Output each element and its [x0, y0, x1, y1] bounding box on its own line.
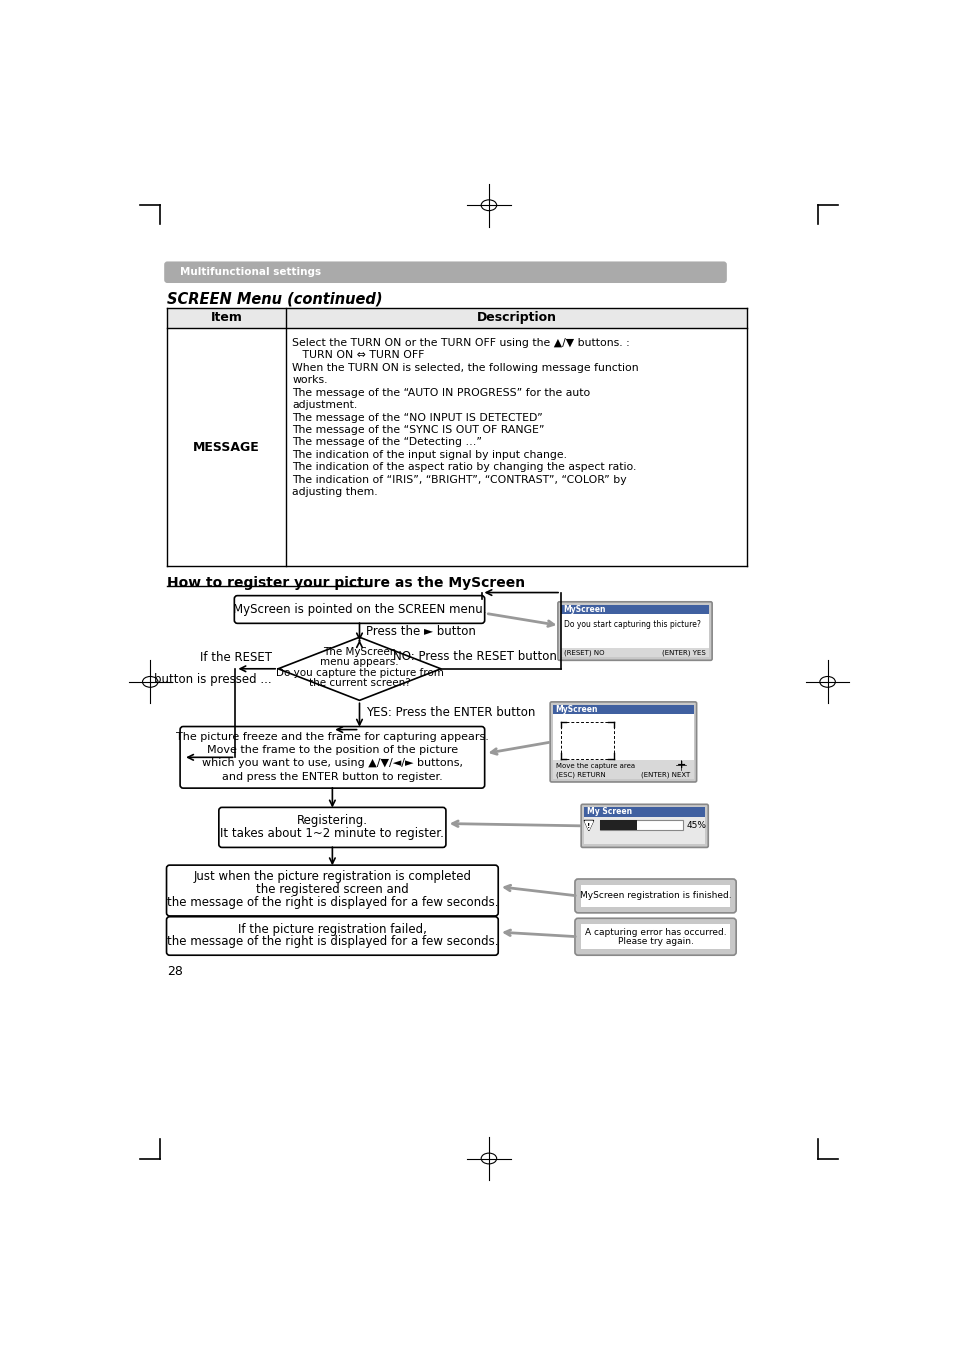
Bar [599, 820, 637, 831]
Text: MyScreen: MyScreen [555, 705, 598, 715]
Text: MyScreen registration is finished.: MyScreen registration is finished. [579, 892, 731, 900]
FancyBboxPatch shape [180, 727, 484, 788]
FancyBboxPatch shape [164, 262, 726, 282]
Bar [553, 705, 693, 715]
Text: How to register your picture as the MyScreen: How to register your picture as the MySc… [167, 577, 525, 590]
FancyBboxPatch shape [234, 596, 484, 623]
Text: (ENTER) NEXT: (ENTER) NEXT [640, 771, 690, 778]
Bar [583, 808, 704, 816]
Bar [553, 770, 693, 780]
Text: Press the ► button: Press the ► button [365, 624, 476, 638]
FancyBboxPatch shape [575, 919, 736, 955]
Text: MyScreen is pointed on the SCREEN menu.: MyScreen is pointed on the SCREEN menu. [233, 603, 486, 616]
Text: adjusting them.: adjusting them. [292, 488, 377, 497]
Bar [553, 761, 693, 770]
Text: YES: Press the ENTER button: YES: Press the ENTER button [365, 707, 535, 719]
Text: My Screen: My Screen [586, 808, 631, 816]
Text: Please try again.: Please try again. [617, 936, 693, 946]
Text: the registered screen and: the registered screen and [255, 884, 408, 896]
Text: Item: Item [211, 311, 242, 324]
Text: button is pressed ...: button is pressed ... [154, 673, 272, 686]
Text: adjustment.: adjustment. [292, 400, 357, 411]
FancyBboxPatch shape [167, 917, 497, 955]
Text: Do you start capturing this picture?: Do you start capturing this picture? [563, 620, 700, 630]
Text: NO: Press the RESET button: NO: Press the RESET button [393, 650, 557, 663]
Polygon shape [278, 638, 440, 700]
Text: 28: 28 [167, 965, 183, 978]
Bar [560, 648, 708, 657]
Text: Just when the picture registration is completed: Just when the picture registration is co… [193, 870, 471, 884]
Bar [580, 885, 729, 907]
Text: When the TURN ON is selected, the following message function: When the TURN ON is selected, the follow… [292, 362, 638, 373]
Text: the current screen?: the current screen? [309, 678, 410, 689]
Text: Select the TURN ON or the TURN OFF using the ▲/▼ buttons. :: Select the TURN ON or the TURN OFF using… [292, 338, 629, 347]
Text: (RESET) NO: (RESET) NO [563, 650, 604, 655]
Text: If the picture registration failed,: If the picture registration failed, [237, 923, 426, 935]
Text: TURN ON ⇔ TURN OFF: TURN ON ⇔ TURN OFF [292, 350, 424, 361]
Text: The MyScreen: The MyScreen [322, 647, 395, 657]
Text: Move the capture area: Move the capture area [556, 763, 635, 770]
Text: menu appears.: menu appears. [320, 657, 398, 667]
Polygon shape [584, 821, 592, 830]
Text: (ESC) RETURN: (ESC) RETURN [556, 771, 605, 778]
Bar [167, 308, 746, 328]
Text: (ENTER) YES: (ENTER) YES [661, 650, 705, 655]
Text: The indication of “IRIS”, “BRIGHT”, “CONTRAST”, “COLOR” by: The indication of “IRIS”, “BRIGHT”, “CON… [292, 476, 626, 485]
Text: 45%: 45% [686, 820, 706, 830]
Bar [583, 808, 704, 844]
Text: The message of the “Detecting …”: The message of the “Detecting …” [292, 438, 481, 447]
Text: MyScreen: MyScreen [562, 605, 605, 613]
Polygon shape [583, 820, 593, 831]
Text: Move the frame to the position of the picture: Move the frame to the position of the pi… [207, 746, 457, 755]
FancyBboxPatch shape [575, 880, 736, 913]
Text: Multifunctional settings: Multifunctional settings [179, 267, 320, 277]
Text: The message of the “AUTO IN PROGRESS” for the auto: The message of the “AUTO IN PROGRESS” fo… [292, 388, 590, 397]
Bar [560, 605, 708, 615]
FancyBboxPatch shape [167, 865, 497, 916]
Text: the message of the right is displayed for a few seconds.: the message of the right is displayed fo… [167, 935, 497, 948]
Text: and press the ENTER button to register.: and press the ENTER button to register. [222, 771, 442, 782]
Text: works.: works. [292, 376, 327, 385]
Text: The indication of the aspect ratio by changing the aspect ratio.: The indication of the aspect ratio by ch… [292, 462, 636, 473]
Bar [560, 605, 708, 657]
FancyBboxPatch shape [218, 808, 445, 847]
Text: Registering.: Registering. [296, 813, 368, 827]
Text: The picture freeze and the frame for capturing appears.: The picture freeze and the frame for cap… [175, 732, 488, 742]
FancyBboxPatch shape [550, 703, 696, 782]
Text: the message of the right is displayed for a few seconds.: the message of the right is displayed fo… [167, 896, 497, 909]
Text: !: ! [587, 823, 590, 830]
Text: The message of the “NO INPUT IS DETECTED”: The message of the “NO INPUT IS DETECTED… [292, 412, 542, 423]
Text: If the RESET: If the RESET [200, 651, 272, 665]
Bar [599, 820, 682, 831]
Text: SCREEN Menu (continued): SCREEN Menu (continued) [167, 292, 382, 307]
FancyBboxPatch shape [558, 601, 711, 661]
Text: The message of the “SYNC IS OUT OF RANGE”: The message of the “SYNC IS OUT OF RANGE… [292, 426, 544, 435]
Text: Do you capture the picture from: Do you capture the picture from [275, 669, 443, 678]
Text: +: + [676, 761, 685, 770]
Text: which you want to use, using ▲/▼/◄/► buttons,: which you want to use, using ▲/▼/◄/► but… [202, 758, 462, 769]
Text: A capturing error has occurred.: A capturing error has occurred. [584, 928, 725, 936]
Text: It takes about 1~2 minute to register.: It takes about 1~2 minute to register. [220, 827, 444, 840]
Text: The indication of the input signal by input change.: The indication of the input signal by in… [292, 450, 566, 459]
Bar [580, 924, 729, 948]
Text: Description: Description [476, 311, 556, 324]
Text: MESSAGE: MESSAGE [193, 440, 259, 454]
FancyBboxPatch shape [580, 804, 707, 847]
Bar [553, 705, 693, 780]
